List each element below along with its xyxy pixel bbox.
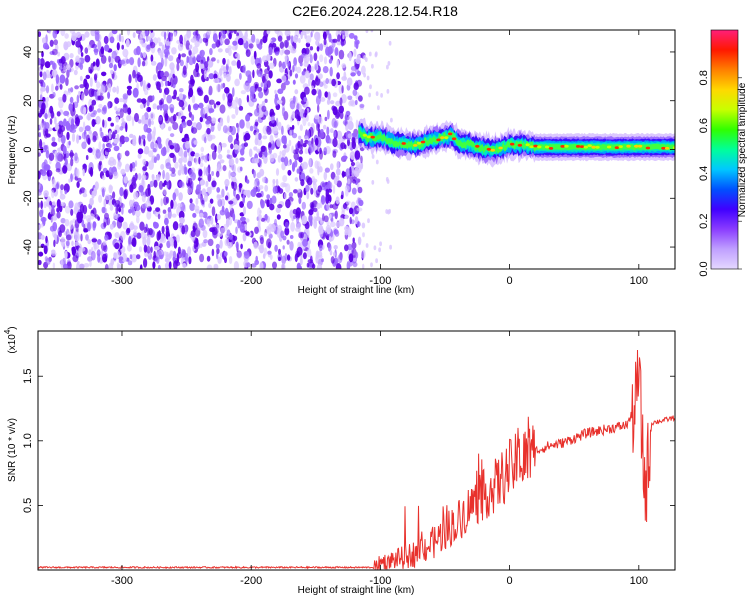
x-tick-label: -200: [240, 275, 262, 287]
colorbar-tick-label: 0.0: [698, 261, 710, 276]
x-tick-label: -300: [111, 575, 133, 587]
spectrogram-signal-track: [358, 117, 675, 168]
y-tick-label: 40: [22, 46, 34, 58]
snr-panel: -300 -200 -100 0 100 0.5 1.0 1.5 Height of str…: [3, 326, 676, 596]
x-tick-label: -300: [111, 275, 133, 287]
svg-text:(x104): (x104): [3, 326, 18, 353]
colorbar-label: Normalized spectral amplitude: [737, 82, 748, 217]
x-tick-label: 100: [630, 275, 648, 287]
snr-y-multiplier: (x104): [3, 326, 18, 353]
spectrogram-noise-region: [38, 30, 393, 269]
x-tick-label: -100: [369, 575, 391, 587]
y-tick-label: -40: [22, 239, 34, 255]
colorbar-tick-label: 0.4: [698, 166, 710, 181]
x-tick-label: -100: [369, 275, 391, 287]
snr-multiplier-base: (x10: [7, 334, 18, 354]
y-tick-label: -20: [22, 190, 34, 206]
figure-title: C2E6.2024.228.12.54.R18: [292, 3, 458, 19]
x-tick-label: 0: [507, 575, 513, 587]
colorbar-tick-label: 0.6: [698, 118, 710, 133]
colorbar-tick-label: 0.2: [698, 214, 710, 229]
x-tick-label: 0: [507, 275, 513, 287]
spectrogram-x-axis-label: Height of straight line (km): [298, 285, 415, 296]
colorbar-ticks: 0.0 0.2 0.4 0.6 0.8: [698, 70, 742, 277]
snr-x-axis-label: Height of straight line (km): [298, 585, 415, 596]
snr-y-axis-label: SNR (10 * v/v): [7, 418, 18, 482]
x-tick-label: -200: [240, 575, 262, 587]
y-tick-label: 0: [22, 146, 34, 152]
snr-multiplier-exponent: 4: [3, 329, 12, 334]
colorbar-gradient: [710, 29, 739, 270]
snr-frame: [37, 330, 676, 571]
spectrogram-y-axis-label: Frequency (Hz): [7, 116, 18, 185]
spectrogram-y-ticks: -40 -20 0 20 40: [22, 46, 675, 255]
y-tick-label: 1.0: [22, 433, 34, 448]
y-tick-label: 20: [22, 95, 34, 107]
x-tick-label: 100: [630, 575, 648, 587]
snr-multiplier-close: ): [7, 326, 18, 329]
snr-x-ticks: -300 -200 -100 0 100: [111, 331, 648, 587]
colorbar-tick-label: 0.8: [698, 70, 710, 85]
snr-y-ticks: 0.5 1.0 1.5: [22, 369, 675, 513]
snr-plot-area: [38, 331, 675, 570]
y-tick-label: 1.5: [22, 369, 34, 384]
y-tick-label: 0.5: [22, 498, 34, 513]
spectrogram-x-ticks: -300 -200 -100 0 100: [111, 30, 648, 287]
colorbar: 0.0 0.2 0.4 0.6 0.8 Normalized spectral ampl…: [698, 29, 748, 277]
snr-series-line: [38, 349, 675, 570]
